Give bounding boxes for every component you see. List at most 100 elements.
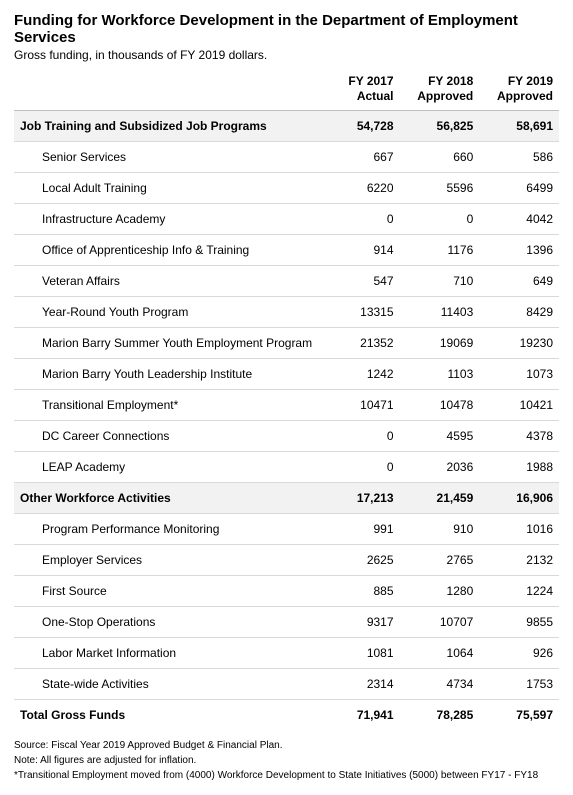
table-row: Infrastructure Academy004042 xyxy=(14,204,559,235)
row-value: 56,825 xyxy=(400,111,480,142)
row-value: 1224 xyxy=(479,576,559,607)
row-label: Program Performance Monitoring xyxy=(14,514,320,545)
row-value: 926 xyxy=(479,638,559,669)
row-value: 16,906 xyxy=(479,483,559,514)
row-value: 547 xyxy=(320,266,400,297)
page-subtitle: Gross funding, in thousands of FY 2019 d… xyxy=(14,48,559,62)
row-value: 21,459 xyxy=(400,483,480,514)
table-row: LEAP Academy020361988 xyxy=(14,452,559,483)
table-row: Employer Services262527652132 xyxy=(14,545,559,576)
col-header-fy2018: FY 2018 Approved xyxy=(400,72,480,111)
row-value: 4378 xyxy=(479,421,559,452)
row-label: Total Gross Funds xyxy=(14,700,320,731)
row-label: Office of Apprenticeship Info & Training xyxy=(14,235,320,266)
col-year: FY 2019 xyxy=(485,74,553,89)
row-value: 10478 xyxy=(400,390,480,421)
table-row: Office of Apprenticeship Info & Training… xyxy=(14,235,559,266)
row-label: Veteran Affairs xyxy=(14,266,320,297)
row-value: 78,285 xyxy=(400,700,480,731)
table-row: One-Stop Operations9317107079855 xyxy=(14,607,559,638)
table-row: Program Performance Monitoring9919101016 xyxy=(14,514,559,545)
table-row: DC Career Connections045954378 xyxy=(14,421,559,452)
row-value: 10707 xyxy=(400,607,480,638)
row-value: 2765 xyxy=(400,545,480,576)
row-value: 710 xyxy=(400,266,480,297)
row-value: 4595 xyxy=(400,421,480,452)
row-label: First Source xyxy=(14,576,320,607)
row-value: 0 xyxy=(320,204,400,235)
row-value: 75,597 xyxy=(479,700,559,731)
row-value: 1064 xyxy=(400,638,480,669)
row-value: 0 xyxy=(320,452,400,483)
row-value: 0 xyxy=(320,421,400,452)
row-value: 2132 xyxy=(479,545,559,576)
row-value: 586 xyxy=(479,142,559,173)
col-header-blank xyxy=(14,72,320,111)
row-label: DC Career Connections xyxy=(14,421,320,452)
row-value: 6499 xyxy=(479,173,559,204)
table-row: Year-Round Youth Program13315114038429 xyxy=(14,297,559,328)
row-value: 10471 xyxy=(320,390,400,421)
row-value: 9317 xyxy=(320,607,400,638)
row-value: 649 xyxy=(479,266,559,297)
row-value: 19230 xyxy=(479,328,559,359)
row-value: 1242 xyxy=(320,359,400,390)
table-row: Marion Barry Summer Youth Employment Pro… xyxy=(14,328,559,359)
row-label: Labor Market Information xyxy=(14,638,320,669)
footnote-asterisk: *Transitional Employment moved from (400… xyxy=(14,768,559,783)
row-value: 4734 xyxy=(400,669,480,700)
row-value: 2314 xyxy=(320,669,400,700)
footnotes: Source: Fiscal Year 2019 Approved Budget… xyxy=(14,738,559,783)
row-label: Marion Barry Summer Youth Employment Pro… xyxy=(14,328,320,359)
table-body: Job Training and Subsidized Job Programs… xyxy=(14,111,559,731)
table-row: Labor Market Information10811064926 xyxy=(14,638,559,669)
row-value: 4042 xyxy=(479,204,559,235)
table-row: Local Adult Training622055966499 xyxy=(14,173,559,204)
row-label: Employer Services xyxy=(14,545,320,576)
row-label: LEAP Academy xyxy=(14,452,320,483)
row-value: 17,213 xyxy=(320,483,400,514)
row-value: 1753 xyxy=(479,669,559,700)
footnote-note: Note: All figures are adjusted for infla… xyxy=(14,753,559,768)
table-row: Veteran Affairs547710649 xyxy=(14,266,559,297)
total-row: Total Gross Funds71,94178,28575,597 xyxy=(14,700,559,731)
row-label: Senior Services xyxy=(14,142,320,173)
funding-table: FY 2017 Actual FY 2018 Approved FY 2019 … xyxy=(14,72,559,730)
row-value: 54,728 xyxy=(320,111,400,142)
row-value: 1103 xyxy=(400,359,480,390)
row-label: State-wide Activities xyxy=(14,669,320,700)
col-status: Actual xyxy=(326,89,394,104)
row-value: 1016 xyxy=(479,514,559,545)
col-year: FY 2018 xyxy=(406,74,474,89)
row-value: 13315 xyxy=(320,297,400,328)
row-value: 885 xyxy=(320,576,400,607)
footnote-source: Source: Fiscal Year 2019 Approved Budget… xyxy=(14,738,559,753)
page-title: Funding for Workforce Development in the… xyxy=(14,12,559,46)
col-header-fy2019: FY 2019 Approved xyxy=(479,72,559,111)
table-header-row: FY 2017 Actual FY 2018 Approved FY 2019 … xyxy=(14,72,559,111)
row-value: 0 xyxy=(400,204,480,235)
row-value: 19069 xyxy=(400,328,480,359)
row-value: 58,691 xyxy=(479,111,559,142)
row-value: 991 xyxy=(320,514,400,545)
row-value: 1176 xyxy=(400,235,480,266)
row-value: 8429 xyxy=(479,297,559,328)
row-label: Local Adult Training xyxy=(14,173,320,204)
col-status: Approved xyxy=(485,89,553,104)
table-row: Transitional Employment*104711047810421 xyxy=(14,390,559,421)
row-value: 1280 xyxy=(400,576,480,607)
row-value: 2036 xyxy=(400,452,480,483)
table-row: State-wide Activities231447341753 xyxy=(14,669,559,700)
row-value: 10421 xyxy=(479,390,559,421)
col-status: Approved xyxy=(406,89,474,104)
row-value: 21352 xyxy=(320,328,400,359)
row-value: 1396 xyxy=(479,235,559,266)
row-value: 5596 xyxy=(400,173,480,204)
row-value: 1073 xyxy=(479,359,559,390)
row-label: Other Workforce Activities xyxy=(14,483,320,514)
row-label: Infrastructure Academy xyxy=(14,204,320,235)
table-row: Marion Barry Youth Leadership Institute1… xyxy=(14,359,559,390)
table-row: Senior Services667660586 xyxy=(14,142,559,173)
row-value: 11403 xyxy=(400,297,480,328)
row-value: 6220 xyxy=(320,173,400,204)
